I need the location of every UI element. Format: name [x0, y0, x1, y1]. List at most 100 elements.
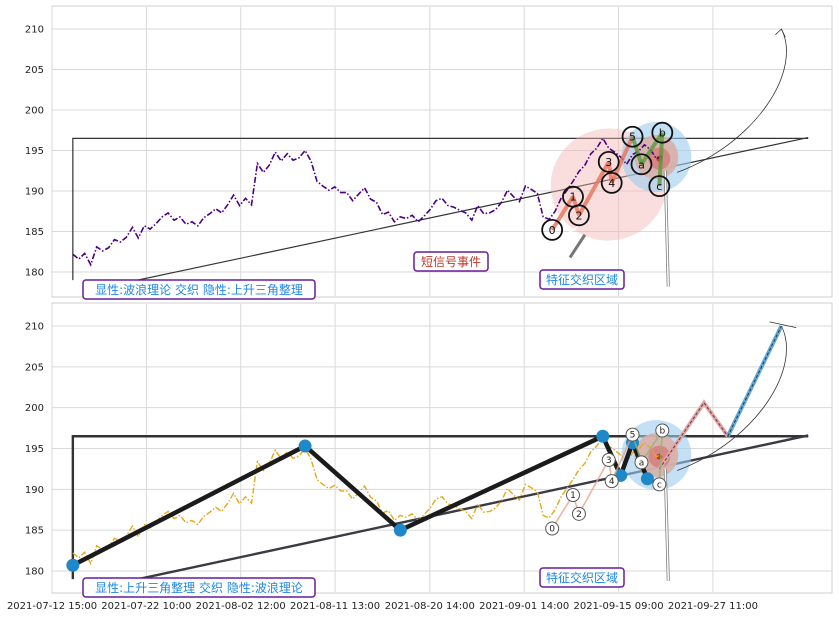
wave-label-3: 3 [606, 456, 612, 466]
wave-marker-3 [601, 452, 616, 467]
wave-marker-3 [597, 150, 620, 173]
y-tick-label: 200 [25, 403, 44, 414]
wave-marker-c [648, 175, 671, 198]
top-legend-text: 显性:波浪理论 交织 隐性:上升三角整理 [95, 282, 303, 297]
wave-segment [550, 195, 575, 231]
y-tick-label: 190 [25, 187, 44, 198]
short-signal-arrow [568, 233, 587, 259]
bottom-interweave-text: 特征交织区域 [546, 570, 618, 585]
bottom-legend-box: 显性:上升三角整理 交织 隐性:波浪理论 [82, 577, 316, 598]
x-tick-label: 2021-09-15 09:00 [573, 601, 663, 612]
wave-marker-1 [565, 488, 580, 503]
bottom-y-ticks: 180 185 190 195 200 205 210 [25, 322, 44, 578]
wave-segment [609, 135, 635, 184]
y-tick-label: 180 [25, 268, 44, 279]
projection-arrowhead [775, 28, 786, 38]
x-tick-label: 2021-07-12 15:00 [7, 601, 97, 612]
x-tick-label: 2021-08-02 12:00 [196, 601, 286, 612]
y-tick-label: 195 [25, 146, 44, 157]
wave-label-5: 5 [630, 431, 636, 441]
y-tick-label: 185 [25, 227, 44, 238]
wave-segment [639, 131, 664, 166]
wave-label-2: 2 [576, 510, 582, 520]
x-tick-label: 2021-07-22 10:00 [101, 601, 191, 612]
x-tick-label: 2021-09-27 11:00 [668, 601, 758, 612]
y-tick-label: 185 [25, 526, 44, 537]
wave-label-5: 5 [629, 131, 636, 144]
top-wave-markers: 0 1 2 3 4 5 a b c [541, 121, 674, 241]
wave-marker-2 [571, 506, 586, 521]
top-interweave-label: 特征交织区域 [539, 269, 625, 290]
triangle-pivot [298, 439, 312, 453]
wave-marker-2 [568, 204, 590, 227]
triangle-pivot [640, 472, 654, 486]
y-tick-label: 195 [25, 444, 44, 455]
interweave-arrow-inner [664, 468, 670, 581]
wave-segment [630, 136, 644, 165]
top-interweave-text: 特征交织区域 [546, 272, 618, 287]
wave-label-c: c [657, 480, 662, 490]
x-ticks: 2021-07-12 15:00 2021-07-22 10:00 2021-08-… [7, 601, 758, 612]
top-price-series [72, 136, 663, 267]
wave-marker-5 [625, 427, 640, 442]
short-signal-text: 短信号事件 [421, 255, 481, 269]
bottom-wave-markers: 0 12 3 4 5 a b c [66, 423, 670, 572]
wave-label-b: b [659, 127, 666, 140]
wave-marker-0 [541, 218, 564, 241]
wave-marker-4 [600, 171, 623, 194]
wave-label-0: 0 [549, 224, 556, 237]
wave-marker-a [634, 455, 649, 470]
top-panel [51, 5, 833, 298]
wave-label-4: 4 [609, 477, 615, 487]
top-grid [51, 7, 832, 296]
wave-marker-a [630, 153, 653, 176]
triangle-pivot [66, 558, 80, 572]
y-tick-label: 180 [25, 567, 44, 578]
wave-marker-b [651, 121, 674, 144]
triangle-support-line [126, 136, 809, 284]
wave-marker-5 [621, 125, 644, 148]
wave-segment [610, 434, 634, 482]
wave-label-b: b [659, 427, 665, 437]
wave-label-4: 4 [608, 177, 615, 190]
wave-label-c: c [656, 180, 662, 193]
triangle-resistance-line [71, 435, 809, 580]
triangle-pivot [596, 429, 610, 443]
wave-marker-4 [604, 474, 619, 489]
wave-label-a: a [639, 458, 645, 468]
x-tick-label: 2021-08-20 14:00 [385, 601, 475, 612]
y-tick-label: 210 [25, 25, 44, 36]
wave-marker-b [655, 423, 670, 438]
y-tick-label: 210 [25, 322, 44, 333]
triangle-pivot [393, 523, 407, 537]
projection-band-blue-core [727, 325, 782, 437]
y-tick-label: 205 [25, 362, 44, 373]
y-tick-label: 190 [25, 485, 44, 496]
price-line [72, 136, 663, 267]
bottom-legend-text: 显性:上升三角整理 交织 隐性:波浪理论 [95, 580, 303, 595]
x-tick-label: 2021-09-01 14:00 [479, 601, 569, 612]
wave-marker-0 [545, 521, 560, 536]
wave-label-3: 3 [605, 156, 612, 169]
y-tick-label: 200 [25, 106, 44, 117]
wave-label-0: 0 [549, 525, 555, 535]
y-tick-label: 205 [25, 65, 44, 76]
wave-label-2: 2 [575, 209, 582, 222]
projection-curve [677, 28, 787, 173]
wave-segment [657, 132, 665, 187]
triangle-support-line [126, 434, 809, 583]
x-tick-label: 2021-08-11 13:00 [290, 601, 380, 612]
wave-label-1: 1 [570, 491, 576, 501]
projection-band-red-core [658, 401, 729, 470]
projection-curve [677, 325, 787, 471]
wave-label-a: a [638, 158, 645, 171]
triangle-resistance-line [72, 137, 809, 281]
projection-cap [769, 321, 797, 329]
wave-segment [658, 430, 664, 485]
wave-label-1: 1 [569, 191, 576, 204]
interweave-arrow-inner [664, 170, 670, 287]
bottom-grid [51, 304, 832, 592]
bottom-interweave-label: 特征交织区域 [539, 567, 625, 588]
wave-marker-c [652, 477, 667, 492]
